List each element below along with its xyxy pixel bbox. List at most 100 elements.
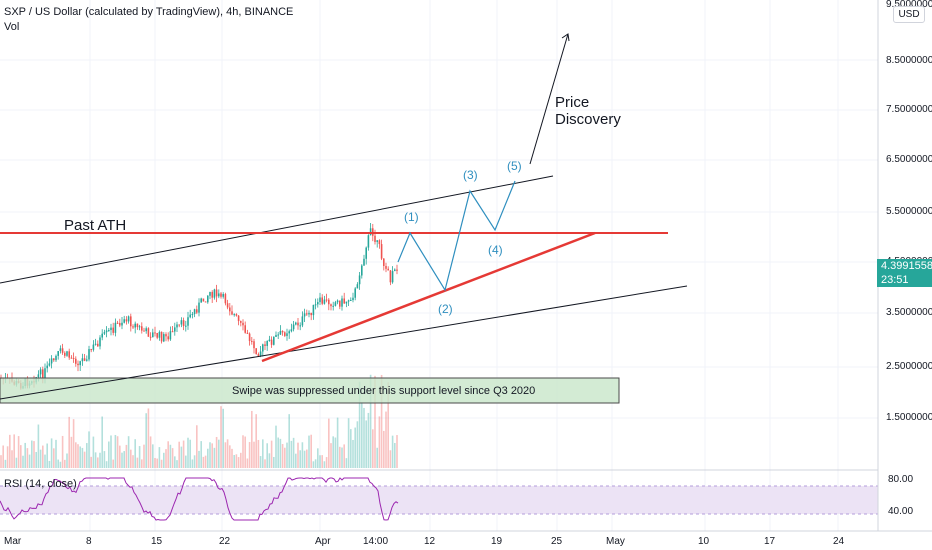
candle-body: [101, 333, 103, 338]
time-tick: Mar: [4, 536, 22, 547]
candle-body: [312, 304, 315, 316]
candle-body: [365, 247, 367, 259]
candle-body: [332, 305, 334, 307]
rising-trendline[interactable]: [261, 231, 596, 363]
volume-bar: [354, 427, 356, 468]
price-discovery-arrow[interactable]: [529, 33, 569, 165]
candle-body: [171, 331, 174, 333]
volume-bar: [367, 412, 370, 468]
volume-bar: [182, 440, 185, 468]
volume-bar: [4, 459, 7, 468]
volume-bar: [240, 452, 242, 468]
volume-bar: [345, 458, 348, 468]
past-ath-label: Past ATH: [64, 217, 126, 234]
volume-bar: [64, 459, 66, 468]
candle-body: [154, 332, 156, 334]
candle-body: [378, 240, 381, 245]
candle-body: [61, 348, 64, 353]
volume-bar: [22, 455, 24, 468]
volume-bar: [341, 447, 343, 468]
time-tick: 22: [219, 536, 231, 547]
candle-body: [70, 357, 73, 359]
time-tick: 10: [698, 536, 710, 547]
channel-lower-line[interactable]: [0, 285, 688, 400]
candle-body: [211, 291, 213, 298]
volume-bar: [325, 457, 328, 468]
candle-body: [66, 351, 68, 356]
volume-bar: [339, 446, 341, 468]
candle-body: [215, 289, 218, 297]
candle-body: [152, 332, 154, 338]
time-axis[interactable]: Mar 8 15 22 Apr 14:00 12 19 25 May 10 17…: [4, 536, 845, 547]
rsi-tick: 80.00: [888, 474, 913, 485]
candle-body: [191, 314, 194, 316]
volume-bar: [264, 459, 266, 468]
volume-bar: [222, 408, 224, 468]
volume-bar: [229, 445, 231, 468]
volume-bar: [334, 437, 337, 468]
candle-body: [81, 358, 84, 362]
candle-body: [246, 332, 249, 334]
candle-body: [240, 321, 242, 323]
candle-body: [339, 300, 341, 307]
candle-body: [374, 235, 376, 242]
candle-body: [297, 322, 299, 326]
candle-body: [334, 302, 337, 306]
currency-badge[interactable]: USD: [893, 6, 925, 23]
volume-bar: [79, 446, 81, 468]
candle-body: [202, 298, 205, 302]
channel-upper-line[interactable]: [0, 175, 554, 284]
volume-bar: [101, 416, 103, 468]
volume-legend[interactable]: Vol: [4, 21, 20, 33]
candle-body: [394, 269, 396, 272]
price-tick: 5.50000000: [886, 206, 932, 217]
volume-bar: [66, 453, 68, 468]
candle-body: [286, 333, 288, 336]
volume-bar: [385, 411, 387, 468]
volume-bar: [116, 436, 119, 468]
candle-body: [77, 363, 79, 366]
volume-bar: [160, 459, 163, 468]
candlesticks[interactable]: [0, 222, 398, 390]
candle-body: [123, 319, 125, 323]
candle-body: [88, 349, 90, 360]
candle-body: [37, 374, 40, 378]
volume-bar: [279, 438, 282, 468]
volume-bar: [6, 446, 9, 468]
volume-bar: [20, 445, 22, 468]
volume-bar: [123, 451, 125, 468]
rsi-tick: 40.00: [888, 506, 913, 517]
volume-bar: [257, 439, 260, 468]
rsi-legend[interactable]: RSI (14, close): [4, 478, 77, 490]
elliott-wave-path[interactable]: [397, 180, 516, 292]
candle-body: [277, 334, 279, 336]
candle-body: [367, 235, 370, 248]
price-discovery-label-2: Discovery: [555, 111, 621, 128]
wave-label-4: (4): [488, 243, 503, 257]
volume-bar: [270, 440, 273, 468]
volume-bar: [185, 455, 187, 468]
volume-bar: [72, 419, 75, 468]
candle-body: [354, 288, 356, 298]
volume-bar: [28, 454, 31, 468]
candle-body: [55, 355, 57, 361]
candle-body: [50, 358, 53, 364]
volume-bar: [97, 457, 99, 468]
volume-bar: [165, 449, 167, 468]
wave-label-5: (5): [507, 159, 522, 173]
candle-body: [125, 319, 128, 322]
volume-bar: [13, 434, 15, 468]
candle-body: [200, 298, 202, 303]
volume-bar: [114, 434, 117, 468]
volume-bar: [24, 442, 26, 468]
volume-bar: [383, 430, 385, 468]
volume-bar: [70, 436, 73, 468]
volume-bar: [308, 435, 310, 468]
volume-bar: [110, 435, 112, 468]
candle-body: [299, 325, 301, 327]
candle-body: [46, 365, 48, 369]
candle-body: [310, 312, 312, 316]
volume-bar: [83, 451, 86, 468]
symbol-title[interactable]: SXP / US Dollar (calculated by TradingVi…: [4, 6, 294, 18]
